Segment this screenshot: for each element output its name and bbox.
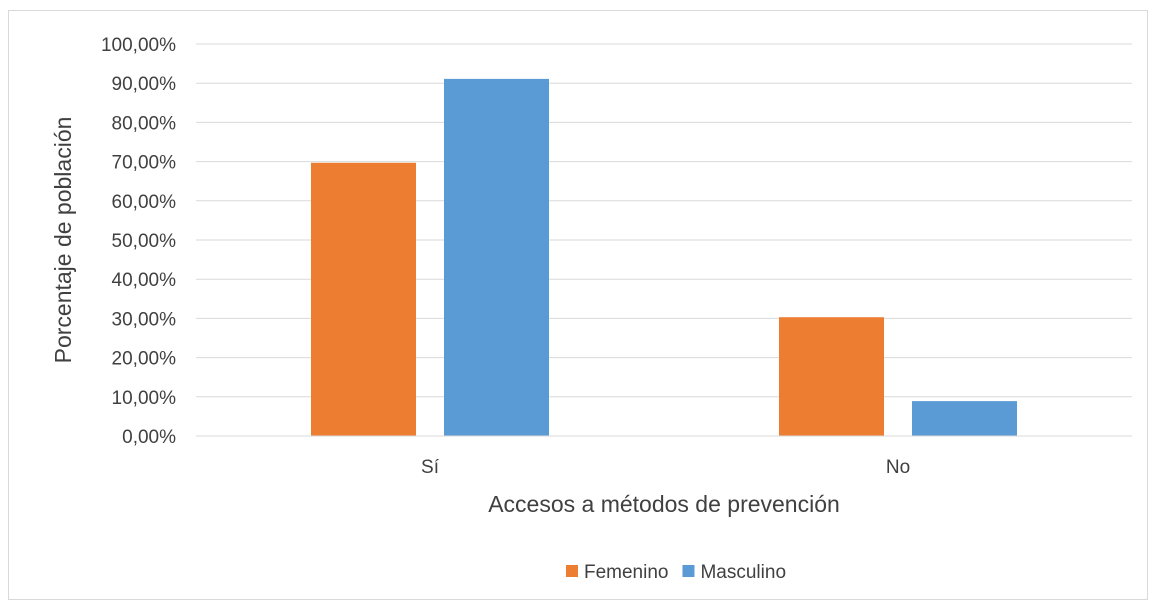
y-tick-label: 50,00%: [112, 231, 177, 252]
y-tick-label: 40,00%: [112, 270, 177, 291]
bar-femenino-0: [311, 162, 416, 436]
y-axis-title: Porcentaje de población: [50, 117, 76, 364]
y-tick-label: 10,00%: [112, 388, 177, 409]
y-tick-label: 20,00%: [112, 349, 177, 370]
y-tick-label: 70,00%: [112, 153, 177, 174]
legend-label-masculino: Masculino: [700, 562, 786, 583]
y-tick-label: 90,00%: [112, 74, 177, 95]
x-tick-label: Sí: [421, 457, 440, 478]
x-axis-tick-labels: Sí No: [421, 457, 910, 478]
bar-femenino-1: [779, 317, 884, 436]
y-tick-label: 100,00%: [101, 35, 176, 56]
x-tick-label: No: [886, 457, 910, 478]
chart-frame: [8, 10, 1148, 600]
bars: [311, 78, 1017, 436]
bar-masculino-1: [912, 401, 1017, 436]
legend-swatch-masculino: [682, 565, 695, 577]
bar-masculino-0: [444, 78, 549, 436]
y-axis-tick-labels: 0,00% 10,00% 20,00% 30,00% 40,00% 50,00% 60,00…: [101, 35, 176, 448]
legend: Femenino Masculino: [565, 562, 786, 583]
y-tick-label: 30,00%: [112, 309, 177, 330]
y-tick-label: 60,00%: [112, 192, 177, 213]
x-axis-title: Accesos a métodos de prevención: [488, 491, 840, 517]
legend-label-femenino: Femenino: [584, 562, 669, 583]
legend-swatch-femenino: [565, 565, 578, 577]
y-tick-label: 80,00%: [112, 113, 177, 134]
y-tick-label: 0,00%: [122, 427, 176, 448]
